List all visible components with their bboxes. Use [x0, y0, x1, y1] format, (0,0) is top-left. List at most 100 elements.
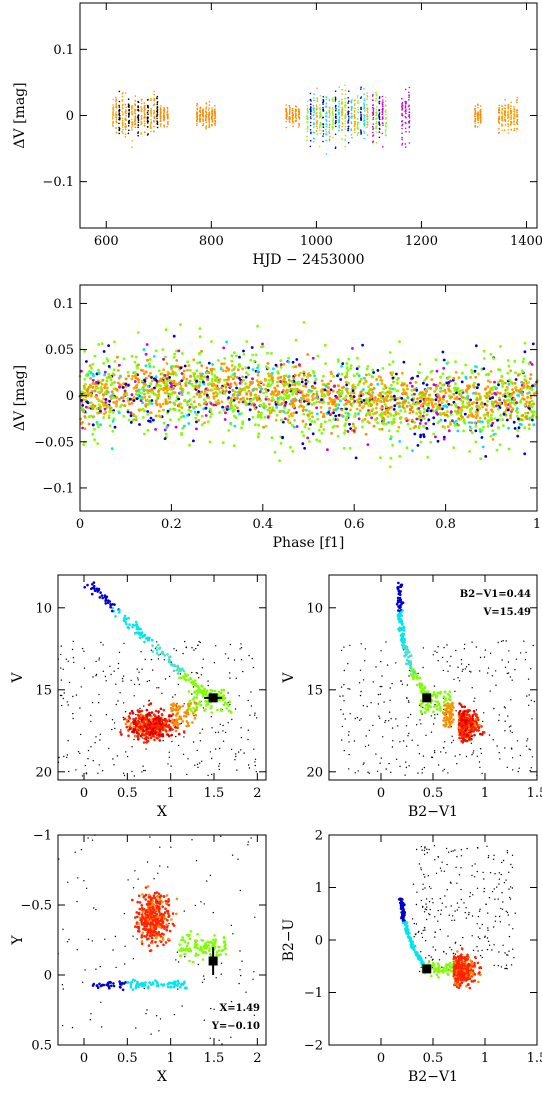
data-point: [102, 350, 106, 353]
data-point: [371, 407, 375, 411]
data-point: [344, 93, 347, 96]
data-point: [226, 383, 230, 386]
data-point: [372, 118, 374, 121]
data-point: [528, 385, 532, 389]
data-point: [155, 649, 159, 652]
data-point: [341, 129, 344, 131]
data-point: [109, 378, 113, 382]
data-point: [130, 105, 133, 107]
data-point: [168, 718, 170, 720]
data-point: [121, 396, 125, 400]
data-point: [313, 123, 315, 125]
data-point: [152, 386, 156, 390]
data-point: [173, 402, 176, 405]
data-point: [163, 654, 166, 657]
data-point: [188, 443, 191, 447]
data-point: [217, 401, 221, 405]
data-point: [271, 390, 274, 394]
data-point: [247, 764, 250, 766]
data-point: [490, 392, 494, 396]
data-point: [156, 109, 159, 111]
data-point: [496, 418, 499, 422]
data-point: [257, 394, 261, 398]
data-point: [507, 364, 511, 368]
data-point: [222, 408, 226, 412]
data-point: [516, 99, 518, 102]
data-point: [419, 391, 422, 395]
data-point: [166, 110, 169, 113]
data-point: [286, 111, 288, 114]
data-point: [527, 423, 531, 427]
data-point: [187, 408, 191, 412]
data-point: [401, 123, 404, 126]
data-point: [435, 411, 438, 415]
data-point: [214, 748, 217, 750]
data-point: [285, 107, 287, 110]
data-point: [395, 402, 399, 405]
data-point: [381, 103, 384, 106]
data-point: [401, 102, 403, 105]
data-point: [201, 372, 204, 376]
data-point: [325, 111, 328, 113]
data-point: [113, 380, 116, 384]
data-point: [282, 410, 285, 413]
data-point: [229, 382, 233, 386]
data-point: [177, 683, 180, 686]
data-point: [288, 113, 291, 115]
data-point: [89, 392, 93, 396]
data-point: [309, 139, 312, 142]
data-point: [162, 381, 166, 385]
data-point: [167, 117, 169, 119]
data-point: [389, 435, 393, 438]
data-point: [473, 381, 476, 385]
data-point: [468, 385, 472, 388]
data-point: [507, 110, 510, 112]
data-point: [187, 758, 189, 760]
data-point: [479, 110, 482, 112]
data-point: [240, 643, 242, 645]
data-point: [262, 383, 266, 386]
data-point: [291, 115, 294, 117]
data-point: [173, 352, 177, 356]
data-point: [335, 113, 337, 115]
data-point: [163, 124, 165, 127]
data-point: [112, 111, 114, 113]
data-point: [298, 110, 300, 112]
data-point: [178, 409, 181, 412]
data-point: [315, 400, 319, 404]
data-point: [208, 382, 212, 385]
data-point: [394, 410, 398, 414]
data-point: [130, 354, 134, 358]
data-point: [165, 377, 169, 380]
data-point: [250, 691, 252, 693]
data-point: [352, 429, 356, 432]
data-point: [328, 98, 331, 101]
data-point: [442, 411, 446, 415]
data-point: [525, 417, 529, 421]
data-point: [385, 134, 387, 136]
data-point: [90, 592, 94, 596]
data-point: [86, 583, 89, 587]
data-point: [306, 130, 309, 133]
data-point: [150, 376, 153, 379]
data-point: [208, 119, 210, 122]
data-point: [409, 404, 412, 407]
data-point: [205, 127, 207, 130]
data-point: [340, 389, 344, 393]
data-point: [470, 371, 474, 375]
data-point: [79, 752, 81, 754]
data-point: [81, 426, 84, 430]
data-point: [227, 407, 231, 411]
data-point: [95, 380, 98, 384]
data-point: [331, 107, 334, 109]
data-point: [161, 652, 165, 655]
data-point: [501, 105, 503, 107]
data-point: [131, 118, 133, 121]
data-point: [122, 113, 124, 116]
data-point: [349, 408, 352, 412]
data-point: [181, 427, 185, 430]
data-point: [345, 366, 349, 369]
data-point: [194, 416, 198, 420]
data-point: [346, 412, 350, 415]
data-point: [366, 104, 368, 106]
